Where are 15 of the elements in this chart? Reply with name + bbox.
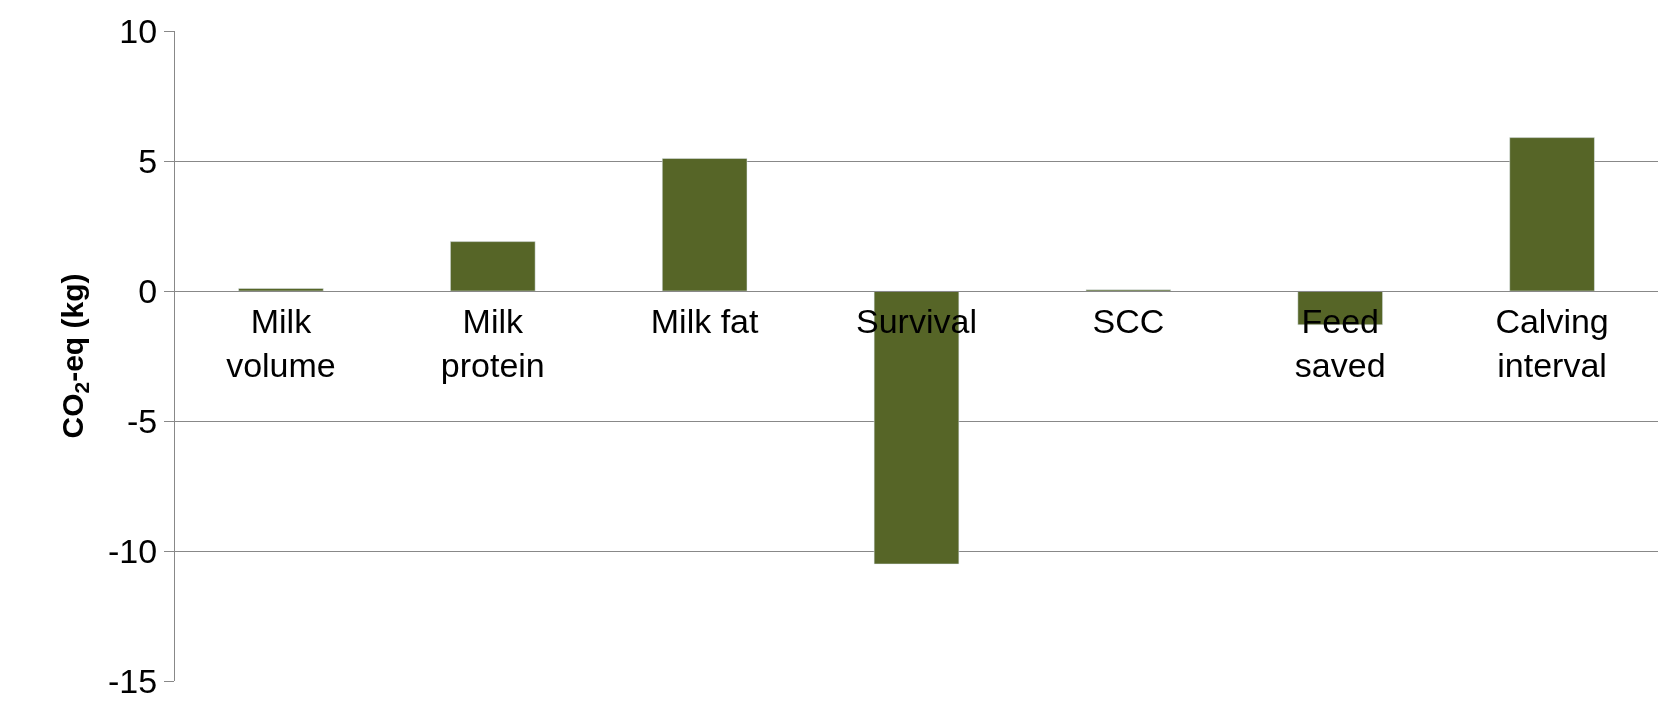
- x-tick-label: Milk fat: [650, 301, 760, 340]
- x-tick-label: SCC: [1092, 301, 1165, 340]
- x-tick-label: Milk protein: [440, 301, 545, 384]
- y-tick-label: -5: [126, 401, 158, 440]
- y-tick-label: 5: [138, 141, 158, 180]
- bar: [450, 241, 536, 292]
- bar: [238, 288, 324, 292]
- x-tick-label: Calving interval: [1495, 301, 1609, 384]
- y-tick-label: -15: [108, 661, 158, 700]
- x-tick-label: Milk volume: [226, 301, 336, 384]
- bar: [1509, 137, 1595, 292]
- y-tick-label: 0: [138, 271, 158, 310]
- y-tick-label: -10: [108, 531, 158, 570]
- bar: [662, 158, 748, 292]
- y-tick-label: 10: [119, 11, 158, 50]
